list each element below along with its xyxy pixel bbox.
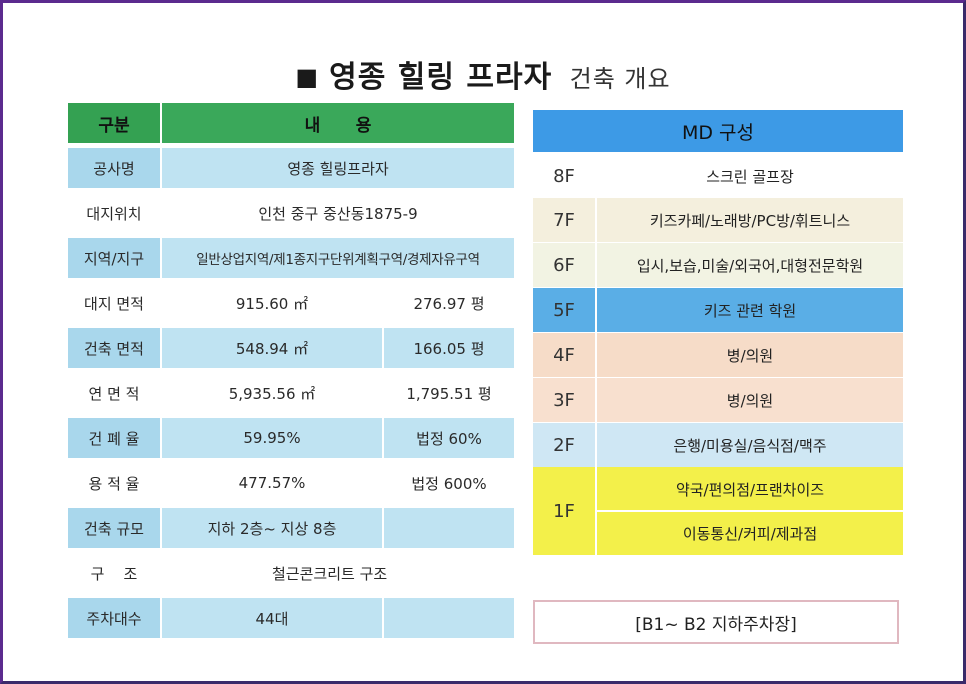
row-label: 구 조 [90,564,138,583]
floor-row-3f: 3F 병/의원 [533,378,903,422]
floor-label: 3F [533,378,595,422]
divider [597,510,903,512]
header-category: 구분 [68,103,160,143]
table-row: 용 적 율 477.57% 법정 600% [68,463,514,503]
row-value-2: 276.97 평 [413,294,485,313]
row-value: 477.57% [238,474,306,492]
floor-row-6f: 6F 입시,보습,미술/외국어,대형전문학원 [533,243,903,287]
floor-desc-2: 이동통신/커피/제과점 [597,512,903,555]
row-value: 59.95% [162,418,382,458]
floor-desc: 약국/편의점/프랜차이즈 [597,467,903,511]
row-label: 지역/지구 [68,238,160,278]
row-value: 5,935.56 ㎡ [228,384,316,403]
row-label: 건축 면적 [68,328,160,368]
floor-label: 2F [533,423,595,467]
table-row: 연 면 적 5,935.56 ㎡ 1,795.51 평 [68,373,514,413]
floor-row-5f: 5F 키즈 관련 학원 [533,288,903,332]
table-row: 구 조 철근콘크리트 구조 [68,553,514,593]
table-row: 주차대수 44대 [68,598,514,638]
title-main: 영종 힐링 프라자 [329,60,553,95]
row-value-2: 166.05 평 [384,328,514,368]
floor-label: 7F [533,198,595,242]
table-header-row: 구분 내 용 [68,103,514,143]
floor-label: 8F [553,165,575,187]
floor-desc: 키즈카페/노래방/PC방/휘트니스 [597,198,903,242]
floor-row-1f: 1F 약국/편의점/프랜차이즈 이동통신/커피/제과점 [533,467,903,555]
row-label: 건 폐 율 [68,418,160,458]
floor-row-8f: 8F 스크린 골프장 [533,154,903,198]
table-row: 대지위치 인천 중구 중산동1875-9 [68,193,514,233]
row-value: 지하 2층~ 지상 8층 [162,508,382,548]
square-bullet-icon: ■ [295,63,320,91]
floor-desc: 병/의원 [597,378,903,422]
table-row: 지역/지구 일반상업지역/제1종지구단위계획구역/경제자유구역 [68,238,514,278]
floor-row-2f: 2F 은행/미용실/음식점/맥주 [533,423,903,467]
row-label: 주차대수 [68,598,160,638]
row-value-2 [384,508,514,548]
floor-label: 5F [533,288,595,332]
floor-label: 1F [533,467,595,555]
md-header: MD 구성 [533,110,903,152]
floor-desc: 키즈 관련 학원 [597,288,903,332]
floor-row-7f: 7F 키즈카페/노래방/PC방/휘트니스 [533,198,903,242]
floor-desc: 병/의원 [597,333,903,377]
table-row: 건축 면적 548.94 ㎡ 166.05 평 [68,328,514,368]
floor-desc: 입시,보습,미술/외국어,대형전문학원 [597,243,903,287]
table-row: 대지 면적 915.60 ㎡ 276.97 평 [68,283,514,323]
table-row: 건축 규모 지하 2층~ 지상 8층 [68,508,514,548]
floor-label: 4F [533,333,595,377]
row-value-2: 법정 600% [411,474,487,493]
row-value: 44대 [162,598,382,638]
row-value-2: 법정 60% [384,418,514,458]
row-label: 대지 면적 [84,294,144,313]
row-value: 철근콘크리트 구조 [272,564,388,583]
floor-row-4f: 4F 병/의원 [533,333,903,377]
row-label: 대지위치 [86,204,142,223]
floor-desc: 스크린 골프장 [706,167,794,186]
row-value-2: 1,795.51 평 [406,384,492,403]
row-value: 915.60 ㎡ [235,294,309,313]
basement-parking-note: [B1~ B2 지하주차장] [533,600,899,644]
table-row: 공사명 영종 힐링프라자 [68,148,514,188]
page-title: ■ 영종 힐링 프라자 건축 개요 [0,52,966,96]
row-value: 일반상업지역/제1종지구단위계획구역/경제자유구역 [162,238,514,278]
table-row: 건 폐 율 59.95% 법정 60% [68,418,514,458]
row-label: 건축 규모 [68,508,160,548]
row-label: 연 면 적 [88,384,140,403]
row-value: 인천 중구 중산동1875-9 [258,204,418,223]
row-value-2 [384,598,514,638]
row-label: 용 적 율 [88,474,140,493]
row-label: 공사명 [68,148,160,188]
row-value: 548.94 ㎡ [162,328,382,368]
floor-desc: 은행/미용실/음식점/맥주 [597,423,903,467]
title-sub: 건축 개요 [569,65,671,93]
floor-label: 6F [533,243,595,287]
row-value: 영종 힐링프라자 [162,148,514,188]
header-content: 내 용 [162,103,514,143]
